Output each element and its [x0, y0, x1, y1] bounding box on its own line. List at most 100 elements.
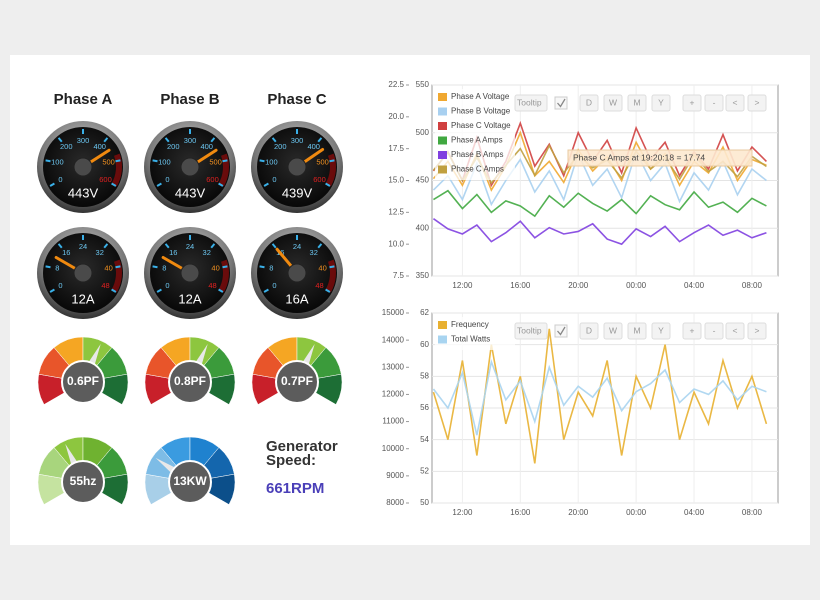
y2-tick-label: 13000 — [382, 362, 405, 371]
gauge-label: 55hz — [70, 474, 97, 488]
toolbar-label[interactable]: W — [609, 325, 617, 335]
tooltip-checkbox[interactable] — [554, 324, 568, 338]
red-zone — [218, 259, 229, 293]
dial-tick — [222, 159, 228, 163]
dial-tick-label: 500 — [316, 157, 329, 166]
dial-tick — [57, 243, 63, 249]
legend-label[interactable]: Phase B Voltage — [451, 107, 511, 116]
series-line — [433, 189, 767, 218]
dial-tick-label: 400 — [307, 142, 320, 151]
toolbar-label[interactable]: W — [609, 97, 617, 107]
toolbar-button[interactable] — [725, 322, 745, 340]
legend-label[interactable]: Total Watts — [451, 335, 490, 344]
toolbar-button[interactable] — [627, 322, 647, 340]
dial-tick-label: 100 — [51, 157, 64, 166]
toolbar-button[interactable] — [603, 322, 623, 340]
dial-tick — [259, 159, 265, 163]
toolbar-button[interactable] — [627, 94, 647, 112]
toolbar-label[interactable]: < — [733, 325, 738, 335]
toolbar-label[interactable]: M — [633, 325, 640, 335]
check-mark — [557, 98, 566, 108]
x-tick-label: 20:00 — [568, 281, 589, 290]
dial-tick — [317, 137, 323, 143]
x-tick-label: 08:00 — [742, 281, 763, 290]
legend-swatch[interactable] — [438, 335, 447, 344]
legend-swatch[interactable] — [438, 165, 447, 174]
dial-tick — [115, 265, 121, 269]
toolbar-button[interactable] — [704, 94, 724, 112]
legend-swatch[interactable] — [438, 107, 447, 116]
toolbar-button[interactable] — [651, 94, 671, 112]
dial-tick-label: 0 — [272, 175, 276, 184]
needle-hub — [180, 263, 200, 283]
toolbar-label[interactable]: Y — [658, 97, 664, 107]
toolbar-label[interactable]: D — [586, 325, 592, 335]
toolbar-button[interactable] — [704, 322, 724, 340]
toolbar-label[interactable]: > — [755, 325, 760, 335]
toolbar-label[interactable]: + — [690, 325, 695, 335]
toolbar-label[interactable]: - — [713, 97, 716, 107]
dial-tick-label: 32 — [203, 248, 211, 257]
dial-tick-label: 8 — [269, 263, 273, 272]
legend-label[interactable]: Phase C Amps — [451, 165, 504, 174]
toolbar-button[interactable] — [514, 94, 548, 112]
dial-value: 443V — [68, 185, 99, 200]
dial-tick-label: 300 — [77, 136, 90, 145]
legend-swatch[interactable] — [438, 321, 447, 329]
speed-title: Generator Speed: — [266, 438, 338, 469]
x-tick-label: 08:00 — [742, 508, 763, 517]
dial-tick — [325, 288, 331, 293]
toolbar-button[interactable] — [725, 94, 745, 112]
legend-swatch[interactable] — [438, 136, 447, 145]
toolbar-button[interactable] — [682, 94, 702, 112]
tooltip-box — [567, 149, 753, 167]
dial-tick-label: 40 — [318, 263, 326, 272]
dial-tick — [49, 182, 55, 187]
needle-hub — [287, 263, 307, 283]
toolbar-label[interactable]: D — [586, 97, 592, 107]
toolbar-button[interactable] — [651, 322, 671, 340]
toolbar-label[interactable]: M — [633, 97, 640, 107]
toolbar-button[interactable] — [514, 322, 548, 340]
y2-tick-label: 10.0 — [388, 239, 404, 248]
legend-label[interactable]: Phase A Voltage — [451, 92, 510, 101]
y-tick-label: 500 — [416, 128, 430, 137]
dial-tick — [111, 182, 117, 187]
needle-hub — [287, 157, 307, 177]
toolbar-label[interactable]: Tooltip — [517, 325, 542, 335]
toolbar-label[interactable]: Y — [658, 325, 664, 335]
y-tick-label: 350 — [416, 271, 430, 280]
dial-tick — [164, 137, 170, 143]
toolbar-button[interactable] — [747, 322, 767, 340]
legend-label[interactable]: Phase A Amps — [451, 136, 503, 145]
legend-label[interactable]: Frequency — [451, 320, 489, 329]
dial-tick-label: 400 — [200, 142, 213, 151]
tooltip-checkbox[interactable] — [554, 96, 568, 110]
toolbar-label[interactable]: < — [733, 97, 738, 107]
toolbar-button[interactable] — [603, 94, 623, 112]
dial-tick-label: 0 — [272, 281, 276, 290]
y-tick-label: 62 — [420, 308, 429, 317]
toolbar-label[interactable]: - — [713, 325, 716, 335]
legend-swatch[interactable] — [438, 151, 447, 159]
toolbar-button[interactable] — [747, 94, 767, 112]
toolbar-label[interactable]: > — [755, 97, 760, 107]
y-tick-label: 50 — [420, 498, 429, 507]
dial-tick-label: 500 — [102, 157, 115, 166]
legend-label[interactable]: Phase B Amps — [451, 150, 503, 159]
legend-swatch[interactable] — [438, 93, 447, 101]
y2-tick-label: 11000 — [382, 417, 404, 426]
gauge-label: 0.6PF — [67, 374, 99, 388]
toolbar-button[interactable] — [579, 322, 599, 340]
dial-tick-label: 8 — [55, 263, 59, 272]
legend-label[interactable]: Phase C Voltage — [451, 121, 511, 130]
toolbar-button[interactable] — [682, 322, 702, 340]
toolbar-label[interactable]: Tooltip — [517, 97, 542, 107]
toolbar-label[interactable]: + — [690, 97, 695, 107]
dial-tick-label: 200 — [274, 142, 287, 151]
red-zone — [218, 153, 230, 187]
dial-tick-label: 48 — [315, 281, 323, 290]
toolbar-button[interactable] — [579, 94, 599, 112]
legend-swatch[interactable] — [438, 122, 447, 130]
